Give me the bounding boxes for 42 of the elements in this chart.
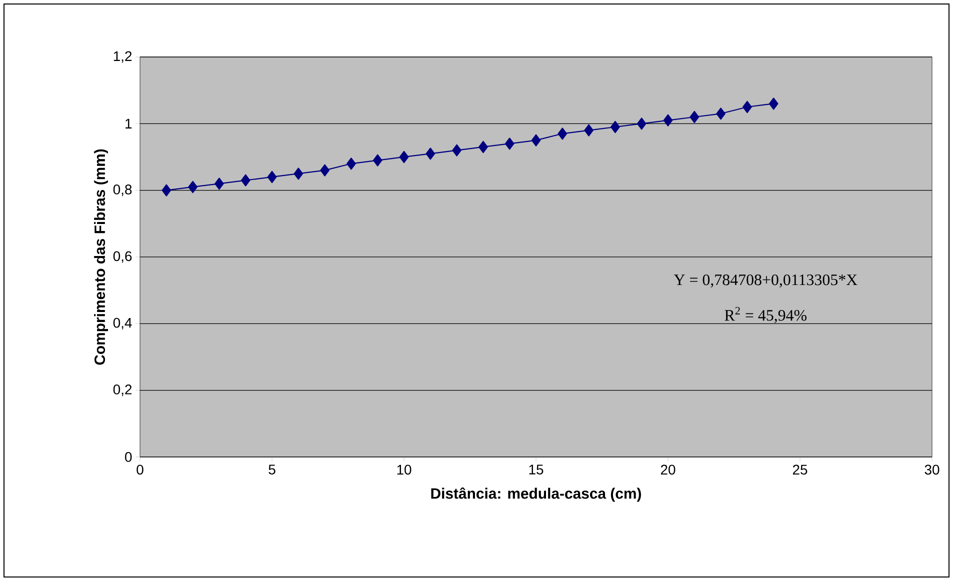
x-tick-label: 15 — [529, 464, 544, 474]
point — [240, 174, 250, 186]
point — [452, 144, 462, 156]
point — [478, 140, 488, 154]
x-tick-label: 0 — [136, 464, 144, 475]
y-tick-label: 0,4 — [113, 318, 132, 330]
point — [663, 114, 673, 126]
x-axis-title: Distância: medula-casca (cm) — [431, 487, 641, 502]
point — [188, 180, 198, 194]
point — [558, 128, 568, 140]
point — [716, 108, 726, 120]
y-tick-label: 1,2 — [114, 51, 132, 63]
point — [372, 154, 382, 166]
point — [636, 118, 646, 130]
y-tick-label: 0,8 — [113, 184, 132, 196]
x-tick-label: 30 — [924, 464, 940, 475]
x-tick-label: 25 — [792, 464, 808, 475]
annotation: Y = 0,784708+0,0113305*X — [674, 274, 858, 288]
point — [294, 168, 304, 180]
point — [584, 124, 594, 136]
point — [504, 138, 514, 150]
y-tick-label: 0 — [125, 452, 132, 462]
point — [162, 184, 172, 196]
point — [742, 100, 752, 114]
y-tick-label: 1 — [126, 118, 132, 128]
point — [267, 170, 277, 184]
x-tick-label: 5 — [268, 464, 276, 474]
point — [426, 148, 436, 160]
point — [346, 158, 356, 170]
annotation: R$^{2}$ = 45,94% — [724, 306, 807, 324]
point — [768, 98, 778, 110]
x-tick-label: 20 — [660, 464, 676, 475]
point — [531, 134, 541, 146]
y-tick-label: 0,6 — [113, 251, 132, 263]
point — [690, 110, 700, 124]
point — [610, 120, 620, 134]
x-tick-label: 10 — [397, 464, 412, 475]
point — [320, 164, 330, 176]
point — [399, 150, 409, 164]
y-axis-title: Comprimento das Fibras (mm) — [94, 149, 108, 365]
y-tick-label: 0,2 — [113, 384, 132, 396]
point — [214, 178, 224, 190]
